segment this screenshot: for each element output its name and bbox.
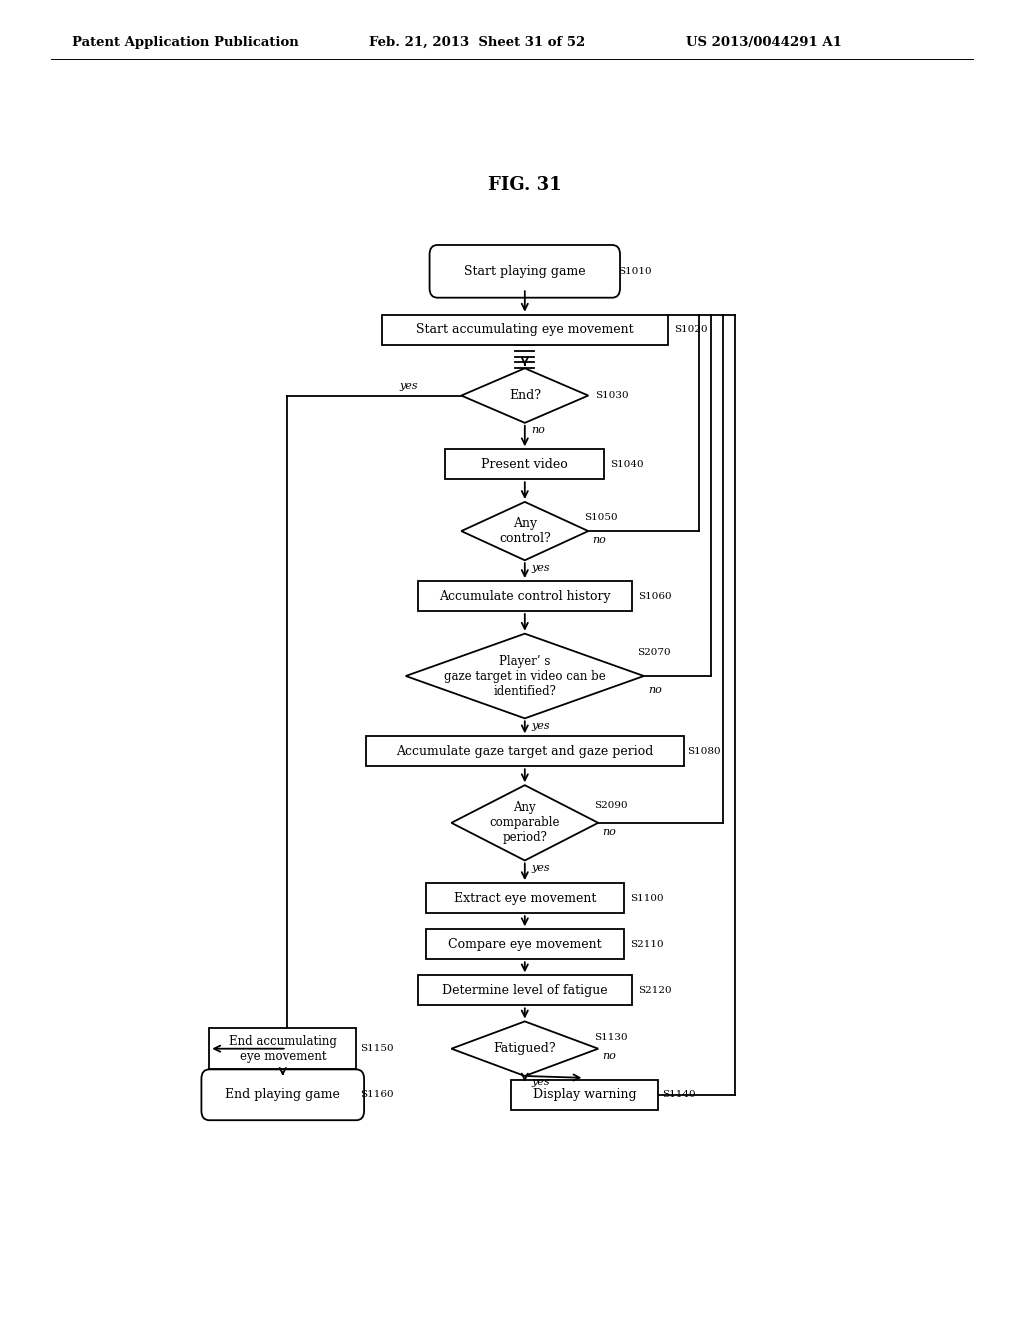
Bar [511,1080,657,1110]
Bar [426,883,624,913]
Text: Start accumulating eye movement: Start accumulating eye movement [416,323,634,337]
Text: S1020: S1020 [674,325,708,334]
Text: Start playing game: Start playing game [464,265,586,277]
Text: Accumulate control history: Accumulate control history [439,590,610,602]
Text: Display warning: Display warning [532,1088,636,1101]
Text: S1150: S1150 [360,1044,394,1053]
Text: no: no [648,685,662,696]
Text: FIG. 31: FIG. 31 [488,176,561,194]
Text: no: no [531,425,545,436]
Text: S2070: S2070 [638,648,671,657]
Text: Fatigued?: Fatigued? [494,1043,556,1055]
Text: S1100: S1100 [631,894,664,903]
FancyBboxPatch shape [430,246,620,298]
Text: yes: yes [531,1077,550,1086]
Bar [367,737,684,767]
Text: yes: yes [531,562,550,573]
Text: S1160: S1160 [360,1090,394,1100]
Text: no: no [602,1051,616,1061]
Text: Any
comparable
period?: Any comparable period? [489,801,560,845]
Text: S1080: S1080 [687,747,721,756]
Polygon shape [406,634,644,718]
Polygon shape [452,1022,598,1076]
Text: yes: yes [399,381,418,391]
Polygon shape [452,785,598,861]
Text: End playing game: End playing game [225,1088,340,1101]
Text: S1140: S1140 [662,1090,695,1100]
Text: End?: End? [509,389,541,403]
Text: no: no [592,536,606,545]
Text: S1030: S1030 [595,391,629,400]
Text: S2110: S2110 [631,940,664,949]
Text: Determine level of fatigue: Determine level of fatigue [442,983,607,997]
Text: Feb. 21, 2013  Sheet 31 of 52: Feb. 21, 2013 Sheet 31 of 52 [369,36,585,49]
Text: Compare eye movement: Compare eye movement [447,937,602,950]
Bar [426,929,624,960]
Bar [418,581,632,611]
Text: S1050: S1050 [585,513,617,523]
Text: S1130: S1130 [594,1032,628,1041]
Bar [418,975,632,1006]
Text: yes: yes [531,721,550,731]
Text: S1060: S1060 [638,591,672,601]
Text: yes: yes [531,863,550,873]
Bar [209,1028,356,1069]
Text: S1010: S1010 [618,267,652,276]
Text: End accumulating
eye movement: End accumulating eye movement [228,1035,337,1063]
Text: Accumulate gaze target and gaze period: Accumulate gaze target and gaze period [396,744,653,758]
Text: Patent Application Publication: Patent Application Publication [72,36,298,49]
Text: Extract eye movement: Extract eye movement [454,891,596,904]
Text: Present video: Present video [481,458,568,471]
Text: S1040: S1040 [610,459,644,469]
Text: Player’ s
gaze target in video can be
identified?: Player’ s gaze target in video can be id… [444,655,605,697]
Text: Any
control?: Any control? [499,517,551,545]
Polygon shape [461,368,588,422]
Text: S2090: S2090 [594,801,628,810]
Text: no: no [602,828,616,837]
Bar [382,314,668,345]
Text: S2120: S2120 [638,986,672,995]
Polygon shape [461,502,588,560]
Text: US 2013/0044291 A1: US 2013/0044291 A1 [686,36,842,49]
Bar [445,449,604,479]
FancyBboxPatch shape [202,1069,365,1121]
